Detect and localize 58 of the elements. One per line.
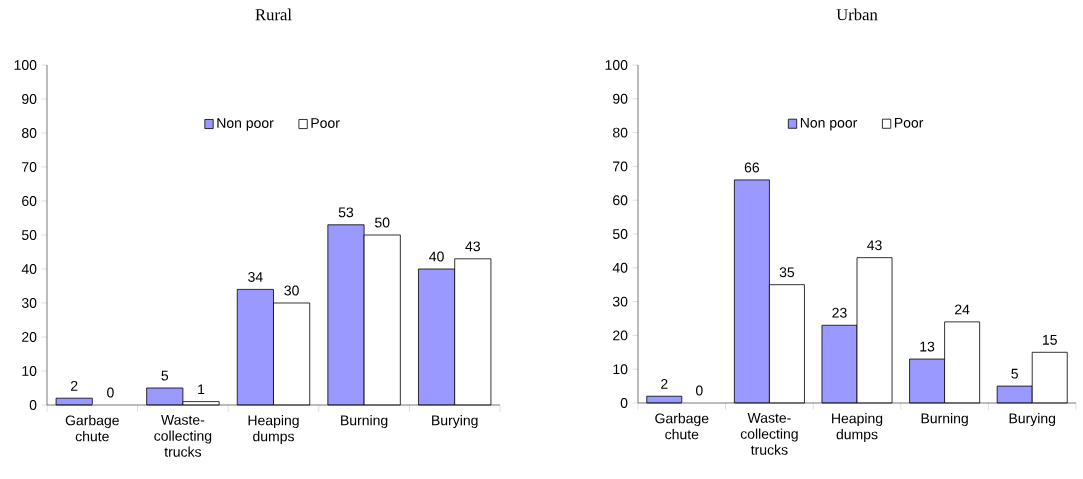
x-tick-label: Burying <box>1009 413 1056 427</box>
legend-label: Non poor <box>800 117 858 131</box>
data-label: 43 <box>465 241 480 252</box>
y-tick-label: 10 <box>613 364 628 375</box>
y-tick-label: 30 <box>612 296 628 307</box>
data-label: 30 <box>284 285 299 296</box>
y-tick-label: 90 <box>613 93 628 104</box>
data-label: 2 <box>661 378 668 389</box>
data-label: 2 <box>71 380 78 391</box>
data-label: 15 <box>1043 335 1057 345</box>
y-tick-label: 80 <box>612 127 628 138</box>
y-tick-label: 80 <box>21 128 37 138</box>
y-tick-label: 70 <box>613 161 628 172</box>
y-tick-label: 40 <box>612 262 628 273</box>
x-tick-label: Burning <box>341 415 388 429</box>
y-tick-label: 10 <box>22 366 37 376</box>
legend-label: Poor <box>311 118 340 128</box>
data-label: 13 <box>920 341 935 352</box>
x-tick-label: Waste-collecting trucks <box>154 415 212 457</box>
data-label: 50 <box>375 217 390 228</box>
x-tick-label: Garbage chute <box>65 415 119 442</box>
y-tick-label: 60 <box>613 195 628 206</box>
y-tick-label: 0 <box>620 398 628 408</box>
y-tick-label: 70 <box>22 162 37 172</box>
data-label: 35 <box>779 267 795 278</box>
y-tick-label: 100 <box>605 60 628 70</box>
data-label: 43 <box>867 240 882 251</box>
data-label: 0 <box>695 385 703 396</box>
legend-label: Poor <box>894 117 924 128</box>
x-tick-label: Heaping dumps <box>248 415 299 445</box>
y-tick-label: 60 <box>22 196 37 206</box>
data-label: 40 <box>429 251 444 262</box>
x-tick-label: Garbage chute <box>655 413 709 440</box>
data-label: 0 <box>107 387 114 398</box>
data-label: 24 <box>955 304 970 315</box>
y-tick-label: 100 <box>14 60 37 70</box>
y-tick-label: 0 <box>29 400 37 410</box>
data-label: 66 <box>744 162 760 173</box>
data-label: 1 <box>198 384 205 395</box>
x-tick-label: Heaping dumps <box>832 413 883 443</box>
data-label: 5 <box>1011 368 1018 379</box>
chart-title: Rural <box>255 8 292 21</box>
data-label: 23 <box>832 307 847 318</box>
y-tick-label: 30 <box>21 298 37 308</box>
x-tick-label: Waste-collecting trucks <box>740 413 798 455</box>
y-tick-label: 40 <box>21 264 37 274</box>
data-label: 34 <box>248 271 263 282</box>
data-label: 5 <box>161 370 169 381</box>
y-tick-label: 20 <box>613 330 628 341</box>
y-tick-label: 50 <box>612 229 628 239</box>
y-tick-label: 20 <box>22 332 37 342</box>
data-label: 53 <box>338 207 354 218</box>
legend-label: Non poor <box>217 118 274 131</box>
y-tick-label: 90 <box>22 94 37 104</box>
x-tick-label: Burning <box>921 413 968 427</box>
chart-title: Urban <box>836 8 878 21</box>
x-tick-label: Burying <box>432 415 478 429</box>
y-tick-label: 50 <box>21 230 37 240</box>
